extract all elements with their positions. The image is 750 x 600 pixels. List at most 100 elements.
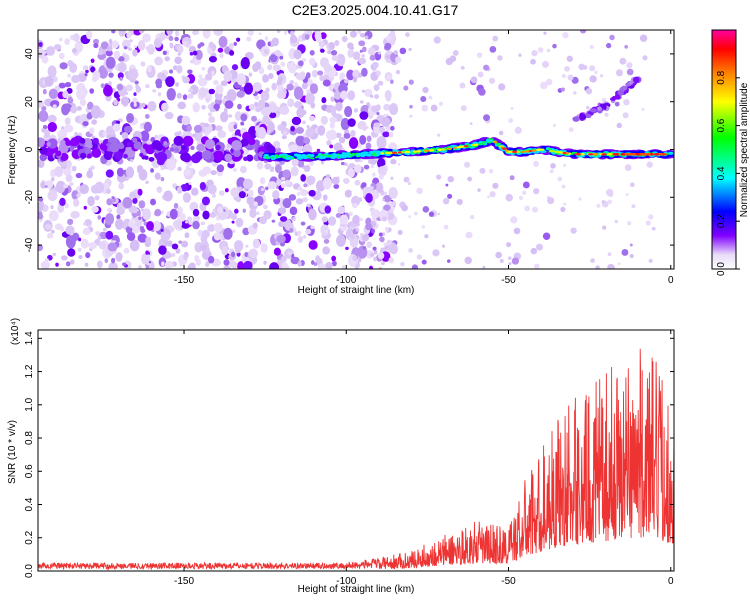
heatmap-cell — [215, 84, 224, 95]
heatmap-cell — [52, 76, 58, 83]
heatmap-cell — [240, 138, 249, 147]
heatmap-cell — [265, 186, 269, 191]
heatmap-cell — [298, 60, 304, 67]
heatmap-cell — [552, 43, 557, 49]
heatmap-cell — [111, 40, 119, 49]
heatmap-cell — [120, 96, 130, 106]
heatmap-cell — [382, 216, 388, 222]
heatmap-cell — [352, 214, 361, 225]
heatmap-cell — [166, 30, 174, 36]
heatmap-cell — [533, 187, 540, 195]
heatmap-cell — [231, 140, 242, 151]
heatmap-cell — [59, 129, 65, 135]
heatmap-cell — [310, 260, 315, 265]
heatmap-cell — [156, 186, 163, 193]
heatmap-cell — [146, 65, 152, 73]
heatmap-cell — [239, 165, 247, 174]
heatmap-cell — [160, 210, 164, 215]
heatmap-cell — [282, 264, 290, 269]
heatmap-cell — [590, 108, 597, 113]
heatmap-cell — [541, 60, 549, 68]
y-tick-label: -40 — [24, 237, 35, 252]
heatmap-cell — [82, 65, 89, 71]
heatmap-cell — [359, 33, 366, 38]
heatmap-cell — [98, 231, 108, 240]
heatmap-cell — [213, 232, 221, 241]
heatmap-cell — [213, 103, 220, 110]
heatmap-cell — [102, 228, 107, 232]
heatmap-cell — [78, 237, 82, 242]
heatmap-cell — [176, 92, 182, 99]
heatmap-cell — [86, 30, 93, 40]
heatmap-cell — [58, 207, 63, 213]
heatmap-cell — [74, 131, 78, 137]
heatmap-cell — [135, 84, 140, 89]
heatmap-cell — [126, 142, 132, 147]
heatmap-cell — [602, 225, 607, 230]
heatmap-cell — [333, 90, 342, 100]
heatmap-cell — [200, 221, 205, 226]
heatmap-cell — [191, 133, 197, 138]
heatmap-cell — [297, 230, 302, 236]
heatmap-cell — [320, 153, 324, 156]
heatmap-cell — [257, 126, 267, 139]
heatmap-cell — [359, 111, 369, 120]
heatmap-cell — [64, 81, 72, 88]
heatmap-cell — [232, 149, 241, 158]
heatmap-cell — [323, 63, 332, 72]
heatmap-cell — [326, 155, 330, 157]
heatmap-cell — [469, 122, 473, 125]
heatmap-cell — [289, 34, 298, 44]
heatmap-cell — [666, 153, 670, 155]
heatmap-cell — [316, 155, 320, 158]
heatmap-cell — [155, 78, 163, 87]
heatmap-cell — [379, 236, 385, 243]
heatmap-cell — [180, 152, 191, 162]
heatmap-cell — [84, 148, 91, 154]
heatmap-cell — [145, 265, 150, 269]
y-tick-label: 1.2 — [24, 364, 35, 378]
heatmap-cell — [441, 244, 446, 248]
heatmap-cell — [92, 137, 99, 144]
heatmap-cell — [357, 30, 362, 35]
heatmap-cell — [70, 105, 77, 114]
heatmap-cell — [188, 181, 192, 185]
heatmap-cell — [111, 196, 115, 199]
heatmap-cell — [617, 262, 621, 265]
heatmap-cell — [240, 121, 245, 126]
heatmap-cell — [76, 193, 81, 198]
heatmap-cell — [254, 101, 259, 108]
y-tick-label: 0.4 — [24, 497, 35, 511]
heatmap-cell — [343, 177, 350, 185]
heatmap-cell — [133, 141, 142, 150]
heatmap-cell — [642, 55, 648, 61]
heatmap-cell — [272, 190, 280, 200]
heatmap-cell — [384, 42, 392, 50]
heatmap-cell — [352, 153, 357, 156]
heatmap-cell — [150, 168, 155, 173]
heatmap-cell — [80, 238, 89, 249]
heatmap-cell — [412, 150, 417, 153]
heatmap-cell — [547, 197, 555, 205]
heatmap-cell — [145, 250, 149, 255]
heatmap-cell — [278, 76, 284, 82]
heatmap-cell — [352, 76, 358, 83]
heatmap-cell — [252, 238, 261, 249]
heatmap-cell — [340, 161, 345, 166]
heatmap-cell — [567, 74, 574, 81]
heatmap-cell — [38, 202, 44, 212]
heatmap-cell — [191, 187, 199, 196]
heatmap-cell — [492, 35, 499, 42]
heatmap-cell — [59, 226, 65, 232]
heatmap-cell — [378, 174, 384, 180]
heatmap-cell — [324, 229, 329, 234]
heatmap-cell — [371, 105, 380, 113]
heatmap-cell — [201, 66, 206, 71]
heatmap-cell — [226, 143, 231, 149]
heatmap-cell — [274, 49, 282, 57]
spectrogram-ylabel: Frequency (Hz) — [7, 116, 18, 185]
heatmap-cell — [487, 138, 492, 140]
heatmap-cell — [495, 251, 502, 259]
heatmap-cell — [378, 126, 385, 133]
heatmap-cell — [54, 166, 64, 178]
